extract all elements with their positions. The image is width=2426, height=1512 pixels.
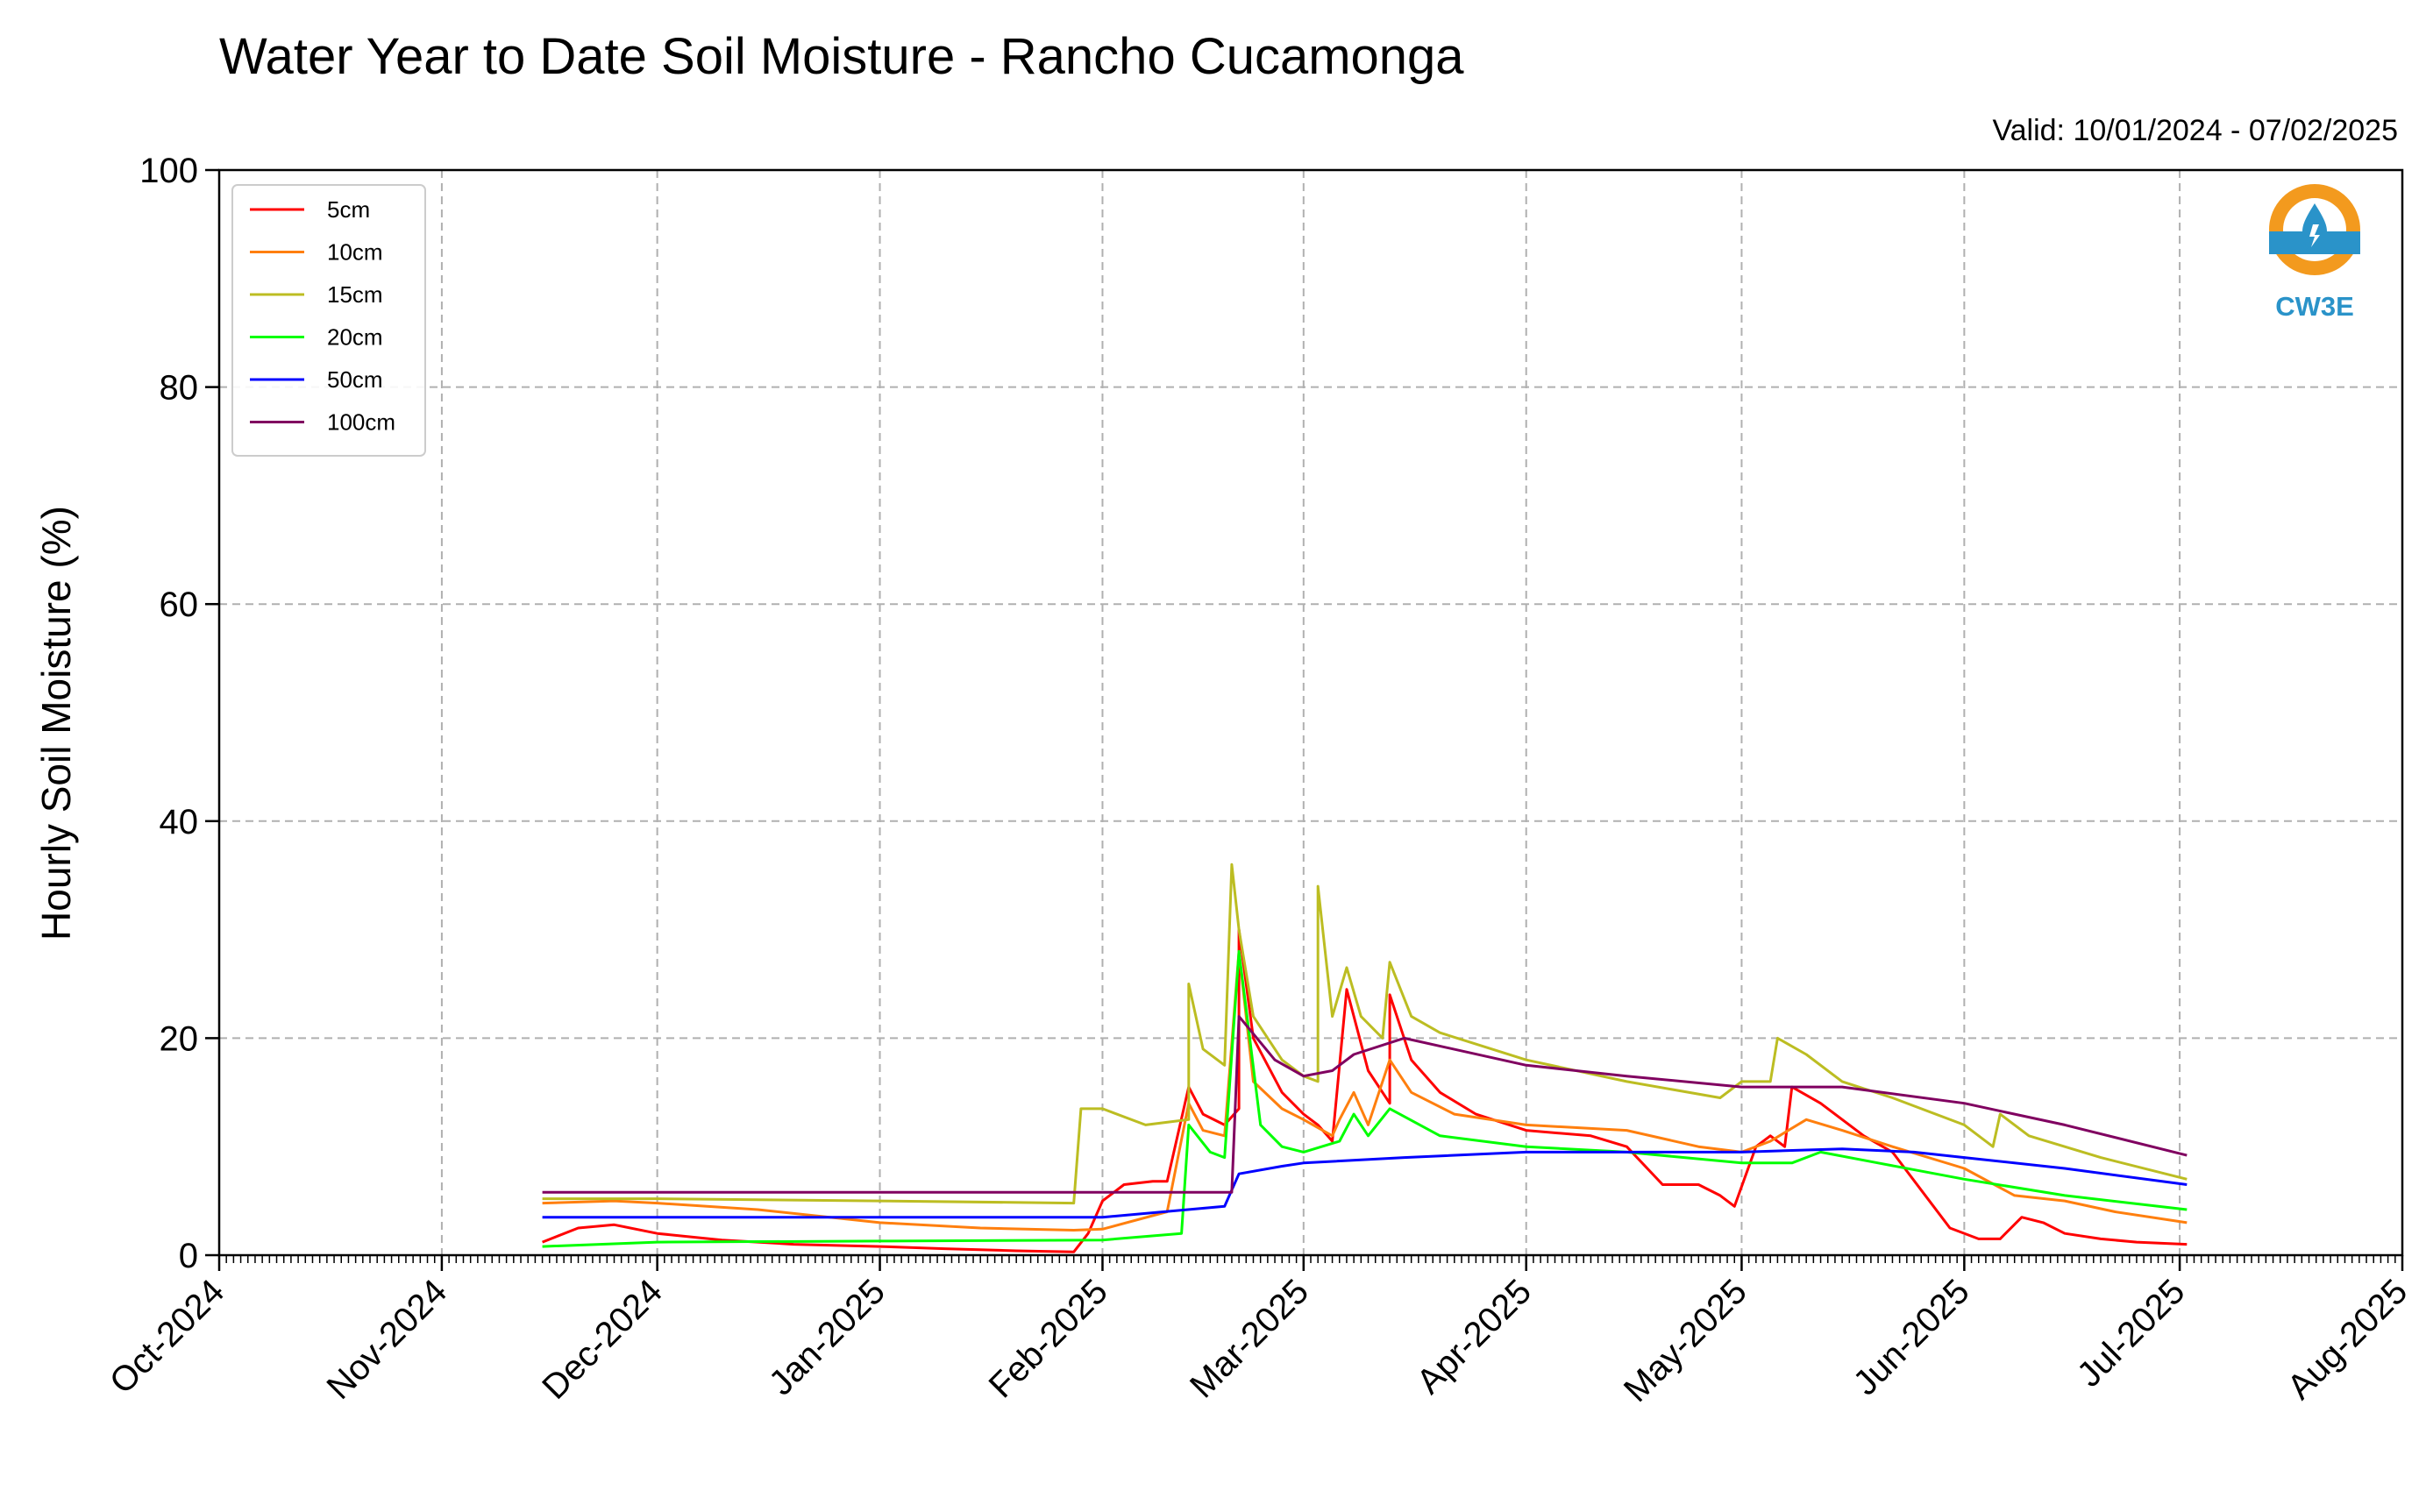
x-tick-label: Nov-2024 [320, 1272, 455, 1407]
y-axis: 0 20 40 60 80 100 [139, 152, 219, 1275]
x-tick-label: Aug-2025 [2280, 1272, 2415, 1407]
x-tick-label: Mar-2025 [1183, 1272, 1316, 1405]
legend-label: 50cm [327, 366, 383, 393]
y-tick-label: 80 [160, 369, 199, 408]
x-axis: Oct-2024 Nov-2024 Dec-2024 Jan-2025 Feb-2025… [103, 1255, 2415, 1409]
y-tick-label: 20 [160, 1019, 199, 1058]
water-drop-logo-icon [2302, 203, 2327, 244]
series-lines [542, 862, 2188, 1253]
plot-frame [217, 168, 2404, 1257]
legend: 5cm 10cm 15cm 20cm 50cm 100cm [231, 184, 426, 457]
x-tick-label: Jun-2025 [1846, 1272, 1977, 1402]
grid [218, 169, 2403, 1256]
series-line-100cm [542, 1015, 2188, 1194]
x-tick-label: Jul-2025 [2070, 1272, 2193, 1395]
legend-label: 15cm [327, 281, 383, 308]
y-tick-label: 60 [160, 586, 199, 624]
series-line-5cm [542, 928, 2188, 1253]
series-line-20cm [542, 949, 2188, 1248]
x-tick-label: May-2025 [1617, 1272, 1754, 1409]
x-tick-label: Jan-2025 [762, 1272, 893, 1402]
x-minor-ticks [218, 1255, 2403, 1263]
series-line-15cm [542, 862, 2188, 1205]
y-tick-label: 40 [160, 803, 199, 841]
y-tick-label: 0 [179, 1237, 198, 1275]
y-axis-label: Hourly Soil Moisture (%) [33, 506, 79, 941]
logo-text: CW3E [2275, 291, 2354, 322]
y-tick-label: 100 [139, 152, 198, 190]
legend-label: 100cm [327, 409, 395, 436]
series-line-50cm [542, 1147, 2188, 1219]
x-tick-label: Apr-2025 [1410, 1272, 1539, 1401]
legend-label: 5cm [327, 196, 370, 223]
chart-title: Water Year to Date Soil Moisture - Ranch… [219, 28, 1464, 85]
cw3e-logo: CW3E [2269, 184, 2360, 322]
chart-subtitle: Valid: 10/01/2024 - 07/02/2025 [1992, 114, 2398, 147]
x-tick-label: Feb-2025 [982, 1272, 1115, 1405]
legend-label: 20cm [327, 324, 383, 351]
x-tick-label: Oct-2024 [103, 1272, 231, 1401]
legend-label: 10cm [327, 239, 383, 266]
x-tick-label: Dec-2024 [535, 1272, 670, 1407]
series-line-10cm [542, 949, 2188, 1232]
